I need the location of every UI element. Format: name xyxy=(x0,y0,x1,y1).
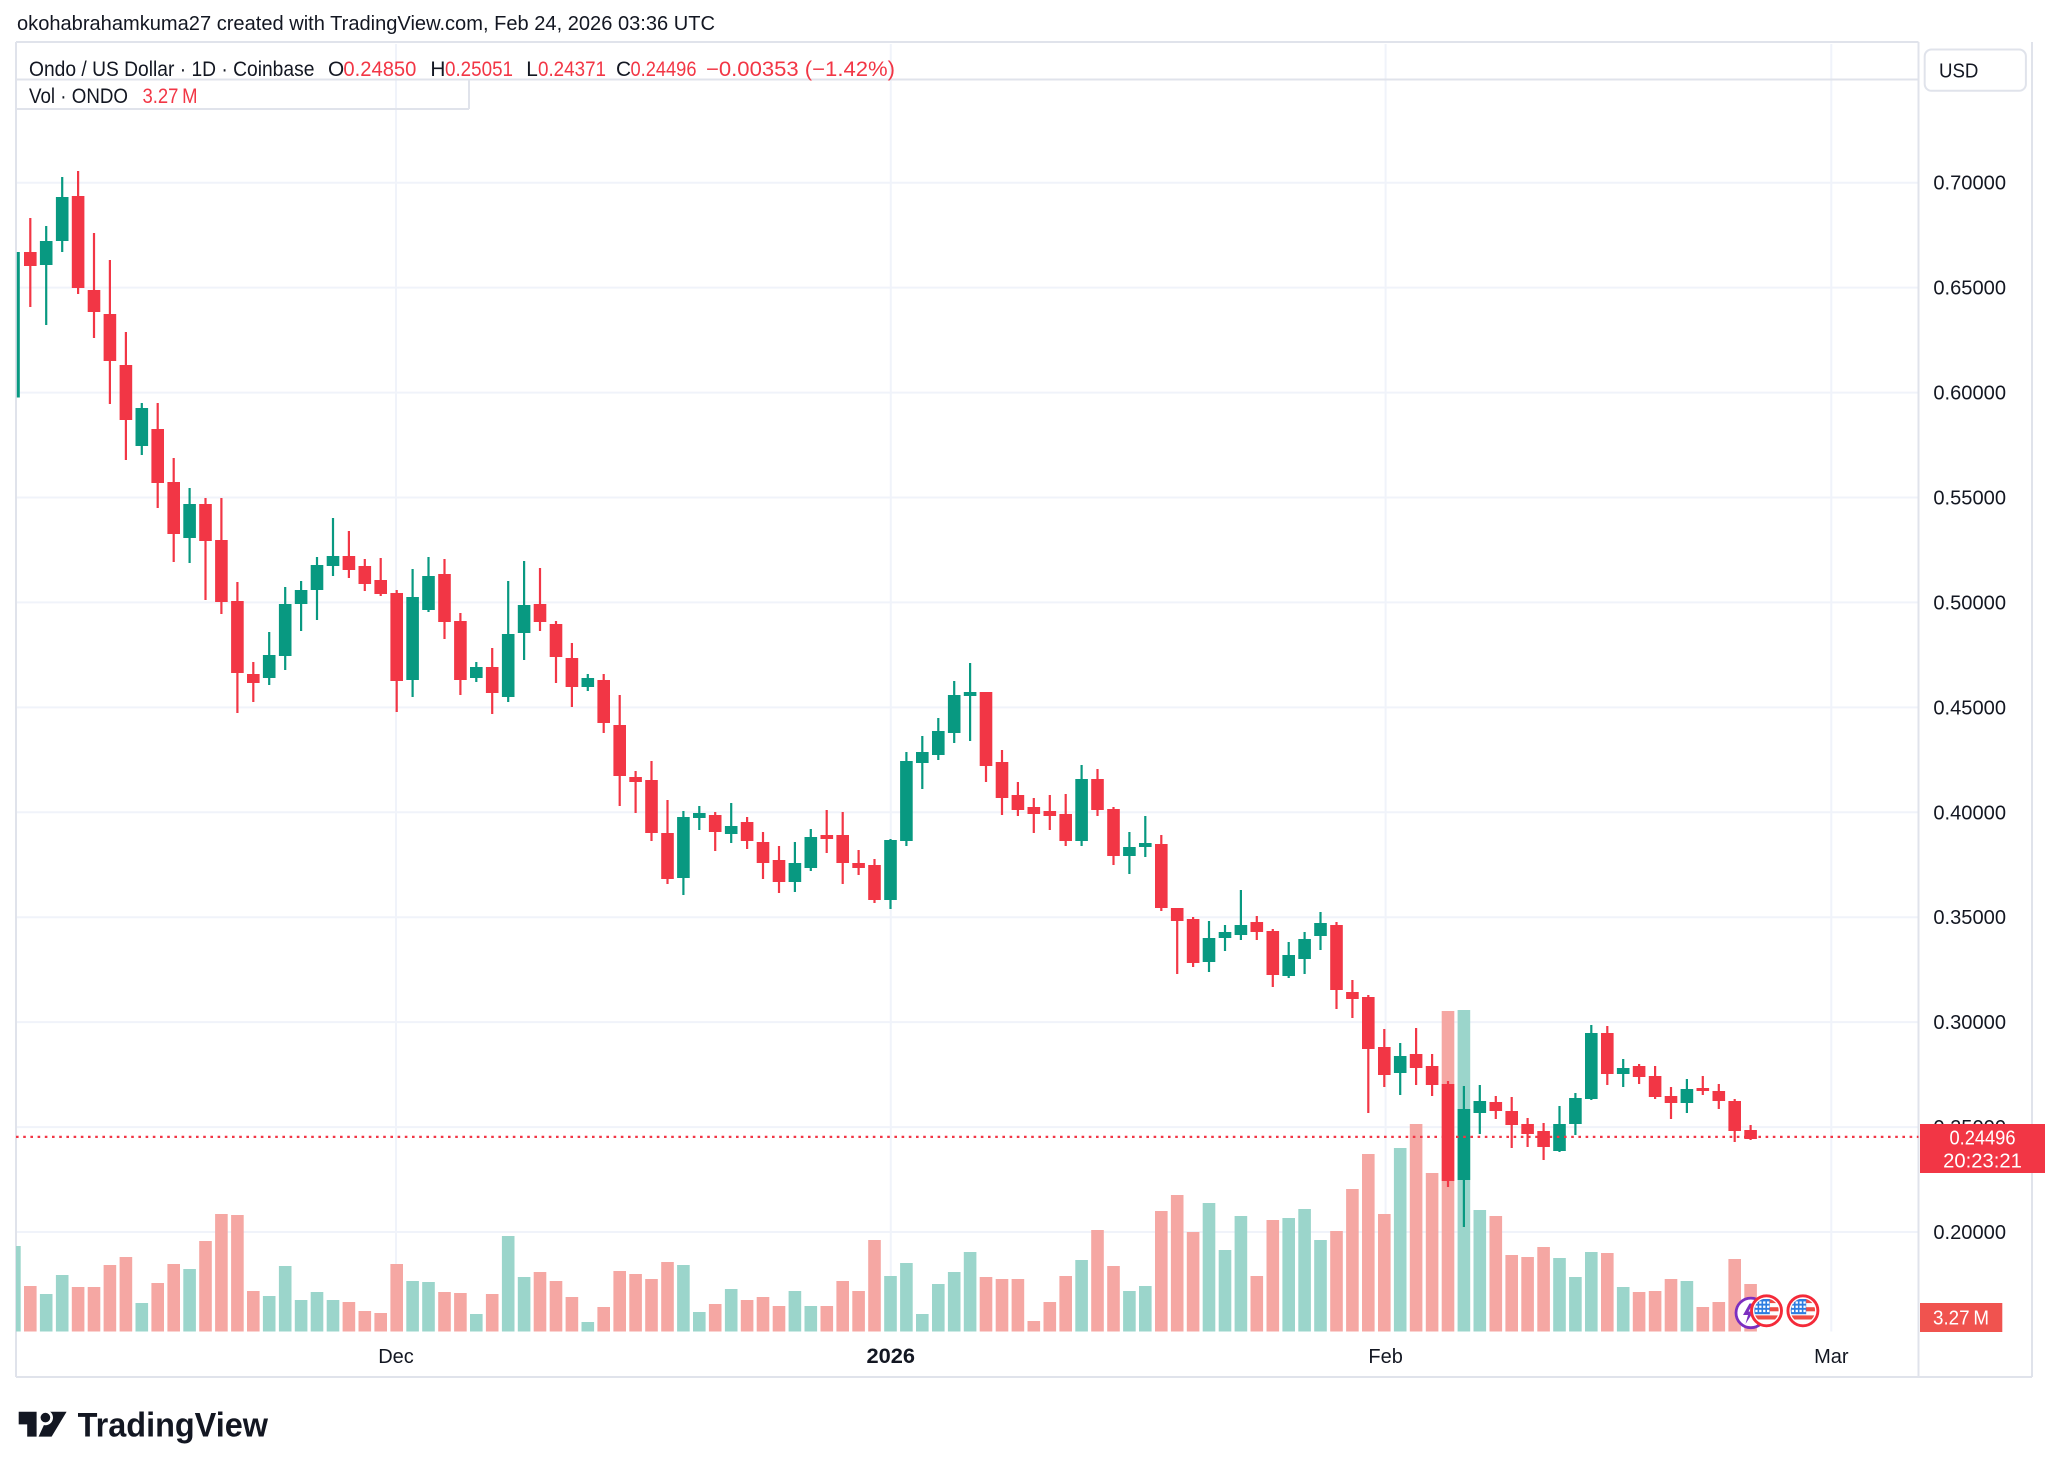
svg-text:0.65000: 0.65000 xyxy=(1933,278,2006,300)
svg-text:0.35000: 0.35000 xyxy=(1933,907,2006,929)
svg-text:0.70000: 0.70000 xyxy=(1933,173,2006,195)
svg-text:0.55000: 0.55000 xyxy=(1933,488,2006,510)
svg-text:Vol · ONDO: Vol · ONDO xyxy=(29,85,128,108)
svg-text:USD: USD xyxy=(1939,60,1978,83)
svg-text:H: H xyxy=(430,58,445,81)
svg-text:2026: 2026 xyxy=(867,1345,916,1368)
svg-text:Feb: Feb xyxy=(1368,1346,1402,1368)
svg-text:3.27 M: 3.27 M xyxy=(143,85,198,108)
svg-text:L: L xyxy=(526,58,538,81)
svg-text:0.45000: 0.45000 xyxy=(1933,697,2006,719)
svg-text:0.25051: 0.25051 xyxy=(445,58,513,81)
svg-text:0.30000: 0.30000 xyxy=(1933,1012,2006,1034)
svg-text:0.40000: 0.40000 xyxy=(1933,802,2006,824)
svg-text:Dec: Dec xyxy=(378,1346,414,1368)
svg-text:0.24496: 0.24496 xyxy=(1950,1127,2016,1150)
svg-text:0.24850: 0.24850 xyxy=(343,58,416,81)
svg-text:C: C xyxy=(616,58,631,81)
svg-text:0.60000: 0.60000 xyxy=(1933,383,2006,405)
svg-text:TradingView: TradingView xyxy=(78,1407,269,1445)
svg-text:O: O xyxy=(328,58,344,81)
svg-text:0.24496: 0.24496 xyxy=(631,58,697,81)
svg-text:Ondo / US Dollar · 1D · Coinba: Ondo / US Dollar · 1D · Coinbase xyxy=(29,58,314,81)
svg-text:3.27 M: 3.27 M xyxy=(1933,1307,1989,1330)
svg-text:Mar: Mar xyxy=(1814,1346,1849,1368)
svg-text:0.20000: 0.20000 xyxy=(1933,1222,2006,1244)
svg-text:0.50000: 0.50000 xyxy=(1933,592,2006,614)
svg-text:0.24371: 0.24371 xyxy=(538,58,606,81)
svg-text:okohabrahamkuma27 created with: okohabrahamkuma27 created with TradingVi… xyxy=(17,12,715,35)
svg-text:−0.00353 (−1.42%): −0.00353 (−1.42%) xyxy=(706,58,895,81)
svg-text:20:23:21: 20:23:21 xyxy=(1943,1150,2022,1173)
